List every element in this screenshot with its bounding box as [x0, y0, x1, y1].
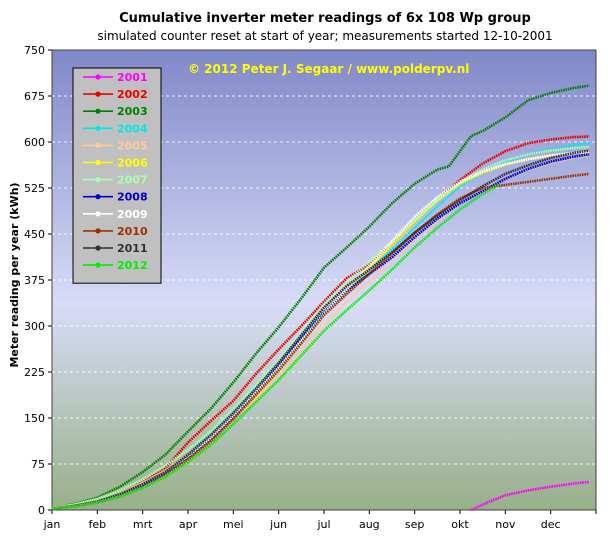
y-axis-label: Meter reading per year (kWh) [8, 182, 21, 367]
series-line-2003 [51, 84, 590, 510]
legend-swatch-marker [95, 245, 101, 251]
legend-entry-2011: 2011 [83, 242, 148, 255]
series-line-2011 [51, 149, 590, 511]
x-tick-label: jan [43, 518, 61, 531]
y-tick-label: 375 [24, 274, 45, 287]
y-tick-label: 600 [24, 136, 45, 149]
legend-label: 2002 [117, 88, 148, 101]
legend-swatch-marker [95, 125, 101, 131]
series-line-2012 [51, 183, 500, 511]
legend-swatch-marker [95, 142, 101, 148]
y-tick-label: 525 [24, 182, 45, 195]
x-tick-label: mrt [133, 518, 153, 531]
chart-subtitle: simulated counter reset at start of year… [97, 29, 552, 43]
legend-entry-2009: 2009 [83, 208, 148, 221]
x-tick-label: jun [269, 518, 287, 531]
legend-label: 2009 [117, 208, 148, 221]
y-tick-label: 300 [24, 320, 45, 333]
legend-swatch-marker [95, 159, 101, 166]
y-tick-label: 0 [38, 504, 45, 517]
legend-label: 2005 [117, 139, 148, 152]
legend-swatch-marker [95, 108, 101, 114]
legend-entry-2012: 2012 [83, 259, 148, 272]
x-tick-label: sep [405, 518, 424, 531]
legend-entry-2004: 2004 [83, 122, 148, 135]
legend-entry-2006: 2006 [83, 157, 148, 170]
legend-swatch-marker [95, 177, 101, 183]
legend-swatch-marker [95, 74, 101, 80]
legend-label: 2008 [117, 191, 148, 204]
legend-label: 2012 [117, 259, 148, 272]
legend-swatch-marker [95, 228, 101, 234]
copyright-annotation: © 2012 Peter J. Segaar / www.polderpv.nl [188, 62, 469, 76]
chart-title: Cumulative inverter meter readings of 6x… [119, 11, 531, 26]
legend-label: 2003 [117, 105, 148, 118]
x-tick-label: apr [179, 518, 198, 531]
series-line-2010 [51, 172, 590, 511]
legend-entry-2002: 2002 [83, 88, 148, 101]
legend-swatch-marker [95, 211, 101, 217]
series-lines [51, 84, 590, 512]
legend-label: 2001 [117, 71, 148, 84]
legend-entry-2008: 2008 [83, 191, 148, 204]
y-tick-label: 75 [31, 458, 45, 471]
legend-entry-2005: 2005 [83, 139, 148, 152]
y-tick-label: 150 [24, 412, 45, 425]
legend-label: 2010 [117, 225, 148, 238]
legend-label: 2007 [117, 174, 148, 187]
y-tick-label: 225 [24, 366, 45, 379]
legend-label: 2006 [117, 157, 148, 170]
legend-swatch-marker [95, 262, 101, 268]
x-tick-label: nov [495, 518, 516, 531]
x-axis: jan feb mrt apr mei jun jul aug sep okt nov dec [43, 510, 597, 531]
x-tick-label: okt [451, 518, 469, 531]
legend: 2001 2002 2003 2004 2005 2006 2007 2008 2009 2010… [72, 67, 162, 284]
y-tick-label: 450 [24, 228, 45, 241]
x-tick-label: aug [359, 518, 380, 531]
legend-swatch-marker [95, 194, 101, 200]
legend-swatch-marker [95, 91, 101, 97]
series-line-2001 [470, 480, 590, 512]
legend-label: 2011 [117, 242, 148, 255]
x-tick-label: dec [541, 518, 561, 531]
y-axis: 0 75 150 225 300 375 450 525 600 675 750 [24, 44, 52, 517]
x-tick-label: feb [89, 518, 107, 531]
y-tick-label: 675 [24, 90, 45, 103]
series-line-2007 [51, 145, 590, 510]
legend-entry-2001: 2001 [83, 71, 148, 84]
legend-entry-2007: 2007 [83, 174, 148, 187]
x-tick-label: mei [223, 518, 244, 531]
y-tick-label: 750 [24, 44, 45, 57]
legend-label: 2004 [117, 122, 148, 135]
legend-entry-2010: 2010 [83, 225, 148, 238]
legend-entry-2003: 2003 [83, 105, 148, 118]
x-tick-label: jul [316, 518, 330, 531]
